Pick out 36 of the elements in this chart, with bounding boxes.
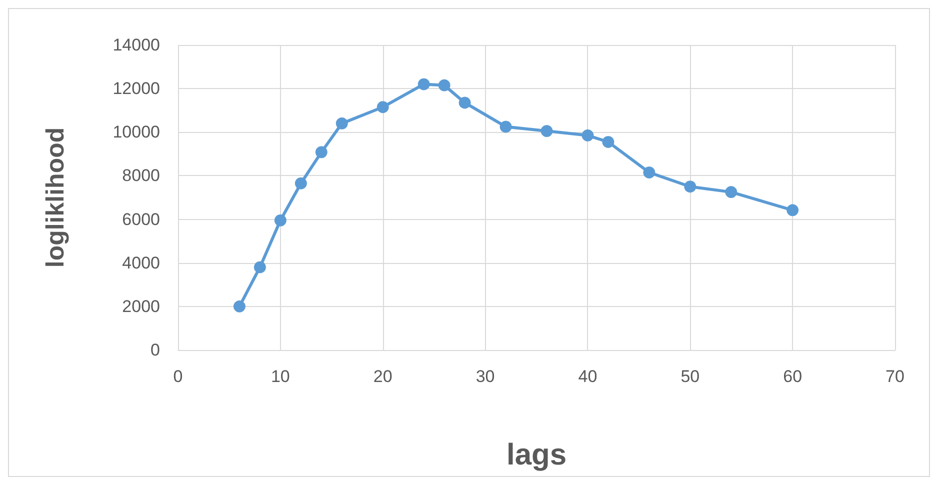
y-tick-label: 10000 — [112, 122, 160, 142]
x-tick-label: 70 — [886, 367, 904, 386]
point — [643, 166, 656, 178]
point — [725, 186, 738, 198]
point — [602, 136, 614, 148]
point — [254, 261, 266, 274]
point — [438, 79, 450, 92]
x-tick-label: 20 — [373, 367, 392, 386]
point — [274, 214, 286, 226]
x-tick-label: 40 — [578, 367, 598, 386]
x-tick-label: 60 — [783, 367, 802, 386]
point — [540, 125, 553, 138]
point — [500, 120, 512, 133]
point — [786, 204, 799, 216]
y-tick-label: 12000 — [112, 79, 160, 98]
y-tick-label: 4000 — [122, 253, 160, 272]
point — [233, 300, 246, 312]
point — [294, 177, 307, 190]
x-tick-label: 0 — [173, 367, 183, 386]
point — [684, 180, 696, 193]
x-axis-title: lags — [506, 438, 567, 472]
point — [376, 101, 389, 114]
y-tick-label: 14000 — [112, 36, 160, 54]
x-tick-label: 50 — [680, 367, 700, 386]
point — [315, 146, 328, 158]
point — [336, 117, 348, 130]
x-tick-label: 10 — [270, 367, 290, 386]
y-tick-label: 2000 — [122, 296, 160, 316]
point — [418, 78, 430, 90]
y-tick-label: 6000 — [122, 210, 160, 229]
y-tick-label: 0 — [150, 340, 160, 360]
y-axis-title: logliklihood — [42, 127, 70, 268]
point — [458, 96, 471, 109]
y-tick-label: 8000 — [122, 166, 160, 186]
point — [582, 129, 594, 142]
x-tick-label: 30 — [476, 367, 495, 386]
